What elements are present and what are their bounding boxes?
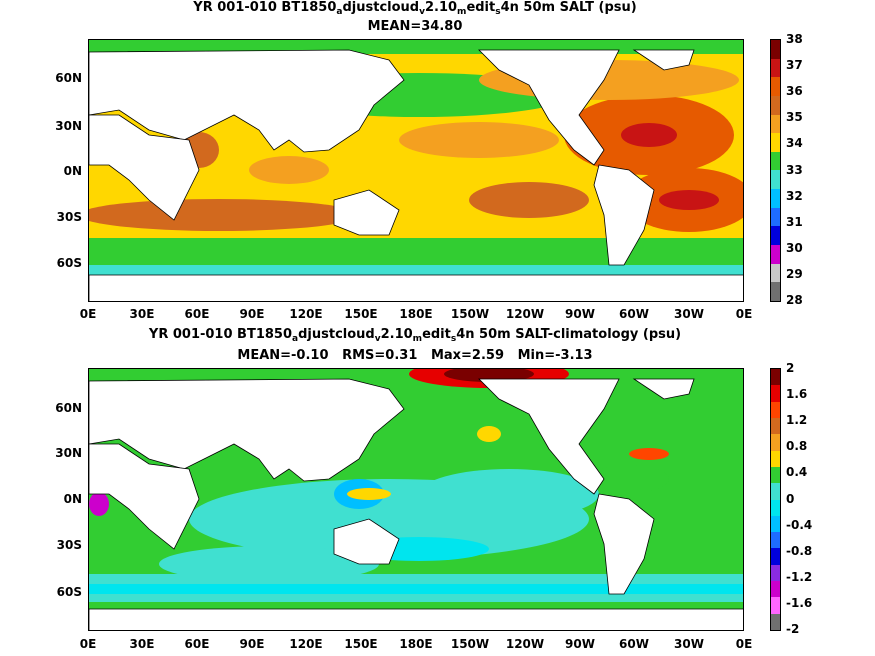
panel1-ytick-60S: 60S: [56, 256, 82, 270]
colorbar-swatch: [771, 133, 780, 152]
panel2-xtick: 0E: [735, 637, 753, 651]
salinity-anomaly-map: [88, 368, 744, 631]
panel2-xtick: 0E: [79, 637, 97, 651]
colorbar-label: 30: [786, 240, 803, 255]
panel1-xtick: 150W: [450, 307, 490, 321]
colorbar-label: 29: [786, 266, 803, 281]
panel1-ytick-60N: 60N: [55, 71, 82, 85]
colorbar-swatch: [771, 58, 780, 78]
panel2-ytick-60S: 60S: [56, 585, 82, 599]
panel1-ytick-0N: 0N: [63, 164, 82, 178]
colorbar-swatch: [771, 581, 780, 598]
colorbar-swatch: [771, 466, 780, 484]
panel1-ytick-30S: 30S: [56, 210, 82, 224]
colorbar-label: 31: [786, 214, 803, 229]
colorbar-swatch: [771, 564, 780, 582]
colorbar-label: -0.4: [786, 517, 813, 532]
panel1-xtick: 120E: [289, 307, 323, 321]
colorbar-label: 1.2: [786, 413, 808, 428]
colorbar-label: -1.2: [786, 569, 813, 584]
panel1-xtick: 30E: [129, 307, 155, 321]
colorbar-swatch: [771, 114, 780, 134]
colorbar-swatch: [771, 207, 780, 227]
colorbar-label: 34: [786, 136, 803, 151]
colorbar-swatch: [771, 417, 780, 435]
panel1-xtick: 120W: [505, 307, 545, 321]
panel2-ytick-60N: 60N: [55, 401, 82, 415]
colorbar-swatch: [771, 151, 780, 171]
panel2-xtick: 30W: [674, 637, 704, 651]
colorbar-label: 0: [786, 491, 795, 506]
colorbar-swatch: [771, 245, 780, 264]
colorbar-label: -0.8: [786, 543, 813, 558]
panel2-xtick: 90E: [239, 637, 265, 651]
panel2-ytick-30S: 30S: [56, 538, 82, 552]
colorbar-swatch: [771, 515, 780, 533]
colorbar-label: -1.6: [786, 595, 813, 610]
salinity-map: [88, 39, 744, 302]
panel1-ytick-30N: 30N: [55, 119, 82, 133]
colorbar-swatch: [771, 77, 780, 96]
colorbar-label: 0.4: [786, 465, 808, 480]
colorbar-swatch: [771, 385, 780, 402]
colorbar-swatch: [771, 483, 780, 500]
colorbar-swatch: [771, 40, 780, 59]
panel2-title-line2: MEAN=-0.10 RMS=0.31 Max=2.59 Min=-3.13: [237, 348, 593, 363]
colorbar-swatch: [771, 450, 780, 467]
colorbar-label: 28: [786, 293, 803, 307]
colorbar-swatch: [771, 613, 780, 630]
colorbar-label: -2: [786, 622, 800, 636]
panel1-title-line2: MEAN=34.80: [367, 19, 463, 34]
panel1-xtick: 180E: [399, 307, 433, 321]
colorbar-swatch: [771, 369, 780, 386]
panel2-xtick: 120E: [289, 637, 323, 651]
panel1-xtick: 0E: [79, 307, 97, 321]
colorbar-label: 33: [786, 162, 803, 177]
panel1-title-line1: YR 001-010 BT1850adjustcloudv2.10medits4…: [193, 0, 637, 17]
colorbar-swatch: [771, 499, 780, 516]
colorbar-swatch: [771, 95, 780, 115]
colorbar-label: 35: [786, 110, 803, 125]
panel2-xtick: 60E: [184, 637, 210, 651]
panel1-xtick: 60E: [184, 307, 210, 321]
colorbar-label: 37: [786, 58, 803, 73]
panel1-xtick: 0E: [735, 307, 753, 321]
colorbar-swatch: [771, 170, 780, 190]
panel2-xtick: 30E: [129, 637, 155, 651]
panel1-xtick: 90E: [239, 307, 265, 321]
colorbar-label: 38: [786, 32, 803, 46]
colorbar-swatch: [771, 597, 780, 614]
colorbar-swatch: [771, 263, 780, 283]
colorbar-swatch: [771, 226, 780, 246]
colorbar-swatch: [771, 282, 780, 301]
colorbar-swatch: [771, 189, 780, 208]
colorbar-label: 32: [786, 188, 803, 203]
panel2-colorbar: [770, 368, 781, 631]
panel1-colorbar: [770, 39, 781, 302]
land-masses: [89, 49, 743, 301]
colorbar-label: 2: [786, 361, 795, 375]
panel2-title-line1: YR 001-010 BT1850adjustcloudv2.10medits4…: [148, 327, 682, 344]
panel1-xtick: 150E: [344, 307, 378, 321]
colorbar-swatch: [771, 532, 780, 549]
colorbar-swatch: [771, 548, 780, 565]
panel1-xtick: 60W: [619, 307, 649, 321]
panel2-xtick: 90W: [565, 637, 595, 651]
panel2-xtick: 60W: [619, 637, 649, 651]
panel2-ytick-30N: 30N: [55, 446, 82, 460]
colorbar-label: 0.8: [786, 439, 808, 454]
panel2-xtick: 150W: [450, 637, 490, 651]
panel2-xtick: 120W: [505, 637, 545, 651]
panel2-ytick-0N: 0N: [63, 492, 82, 506]
land-masses: [89, 378, 743, 630]
panel1-xtick: 90W: [565, 307, 595, 321]
panel2-xtick: 150E: [344, 637, 378, 651]
panel2-xtick: 180E: [399, 637, 433, 651]
colorbar-label: 1.6: [786, 387, 808, 402]
panel1-xtick: 30W: [674, 307, 704, 321]
colorbar-swatch: [771, 434, 780, 451]
colorbar-label: 36: [786, 84, 803, 99]
colorbar-swatch: [771, 401, 780, 418]
